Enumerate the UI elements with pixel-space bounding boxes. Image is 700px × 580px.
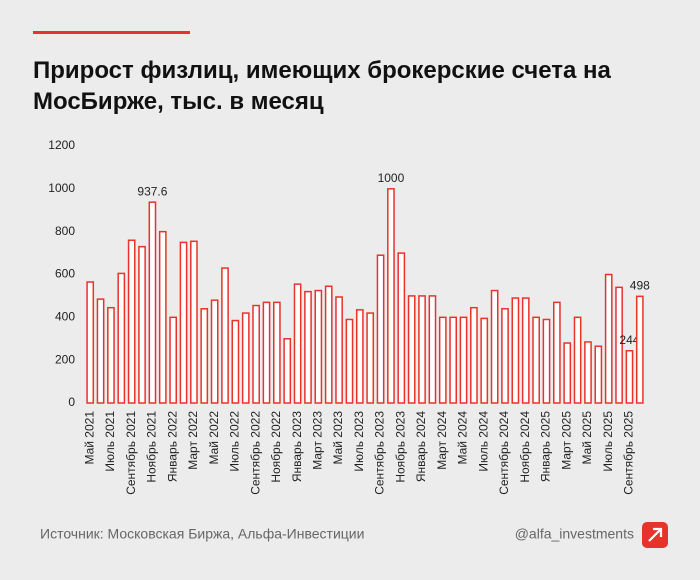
x-tick-label: Март 2023 <box>311 411 325 470</box>
bar <box>283 338 292 404</box>
bar <box>231 319 240 404</box>
x-tick-label: Ноябрь 2021 <box>145 411 159 483</box>
x-tick-label: Май 2022 <box>207 411 221 465</box>
bar <box>179 241 188 404</box>
bar <box>615 286 623 404</box>
bar <box>428 295 437 404</box>
x-tick-label: Март 2022 <box>186 411 200 470</box>
bar <box>604 273 613 404</box>
bar <box>625 349 634 404</box>
bar <box>438 316 447 404</box>
x-tick-label: Май 2024 <box>456 411 470 465</box>
x-tick-label: Май 2023 <box>331 411 345 465</box>
bar <box>210 299 219 404</box>
x-tick-label: Ноябрь 2023 <box>393 411 407 483</box>
bar <box>407 295 416 404</box>
bar <box>221 267 229 404</box>
x-tick-label: Июль 2022 <box>228 411 242 472</box>
bar <box>241 312 250 404</box>
bar <box>552 301 561 404</box>
bar <box>324 285 333 404</box>
bar <box>127 239 136 404</box>
y-tick-label: 600 <box>55 267 75 281</box>
bar <box>96 298 105 404</box>
bar <box>252 304 260 404</box>
x-tick-label: Сентябрь 2023 <box>373 411 387 495</box>
bar <box>521 297 530 404</box>
x-tick-label: Январь 2024 <box>414 411 428 482</box>
bar <box>304 290 312 404</box>
bar <box>511 297 520 404</box>
bar <box>200 308 209 404</box>
bar <box>314 289 323 404</box>
x-tick-label: Июль 2021 <box>103 411 117 472</box>
bar <box>397 252 406 404</box>
value-label: 498 <box>630 279 650 293</box>
bar <box>376 254 385 404</box>
bar <box>293 283 302 404</box>
value-label: 1000 <box>378 171 405 185</box>
bar <box>158 230 167 404</box>
x-tick-label: Июль 2023 <box>352 411 366 472</box>
value-label: 244 <box>619 333 639 347</box>
bar <box>366 312 375 404</box>
x-tick-label: Сентябрь 2022 <box>248 411 262 495</box>
bar <box>117 272 126 404</box>
x-tick-label: Май 2021 <box>82 411 96 465</box>
x-tick-label: Июль 2025 <box>601 411 615 472</box>
bar <box>86 281 95 404</box>
bar <box>573 316 582 404</box>
logo <box>642 522 668 548</box>
bar <box>335 296 343 404</box>
y-tick-label: 200 <box>55 352 75 366</box>
bar <box>532 316 540 404</box>
bar <box>148 201 157 404</box>
x-tick-label: Июль 2024 <box>476 411 490 472</box>
x-tick-label: Январь 2023 <box>290 411 304 482</box>
bar <box>635 295 644 404</box>
x-tick-label: Январь 2022 <box>165 411 179 482</box>
bar <box>138 245 146 404</box>
x-tick-label: Сентябрь 2024 <box>497 411 511 495</box>
y-tick-label: 0 <box>68 395 75 409</box>
bar <box>272 301 281 404</box>
x-tick-label: Январь 2025 <box>539 411 553 482</box>
x-tick-label: Март 2025 <box>559 411 573 470</box>
x-tick-label: Ноябрь 2024 <box>518 411 532 483</box>
x-tick-label: Сентябрь 2025 <box>622 411 636 495</box>
bar <box>563 342 572 404</box>
accent-line <box>33 31 190 34</box>
bar <box>107 306 115 404</box>
bar <box>449 316 458 404</box>
x-tick-label: Сентябрь 2021 <box>124 411 138 495</box>
bar <box>355 309 364 404</box>
bar <box>459 316 468 404</box>
bar <box>501 308 509 404</box>
bar <box>169 316 178 404</box>
bar <box>490 289 499 404</box>
handle[interactable]: @alfa_investments <box>515 526 634 542</box>
bar <box>387 188 395 404</box>
y-tick-label: 1200 <box>48 138 75 152</box>
x-tick-label: Ноябрь 2022 <box>269 411 283 483</box>
bar <box>470 306 478 404</box>
y-tick-label: 400 <box>55 310 75 324</box>
chart-title: Прирост физлиц, имеющих брокерские счета… <box>33 57 611 115</box>
bar <box>190 240 198 404</box>
x-tick-label: Май 2025 <box>580 411 594 465</box>
value-label: 937.6 <box>137 184 167 198</box>
bar <box>262 301 271 404</box>
y-tick-label: 800 <box>55 224 75 238</box>
bar <box>418 295 426 404</box>
bar <box>345 318 354 404</box>
bar <box>594 345 603 404</box>
bar <box>542 318 551 404</box>
bar <box>584 341 592 404</box>
x-tick-label: Март 2024 <box>435 411 449 470</box>
bar <box>480 317 489 404</box>
y-tick-label: 1000 <box>48 181 75 195</box>
source: Источник: Московская Биржа, Альфа-Инвест… <box>40 526 364 542</box>
